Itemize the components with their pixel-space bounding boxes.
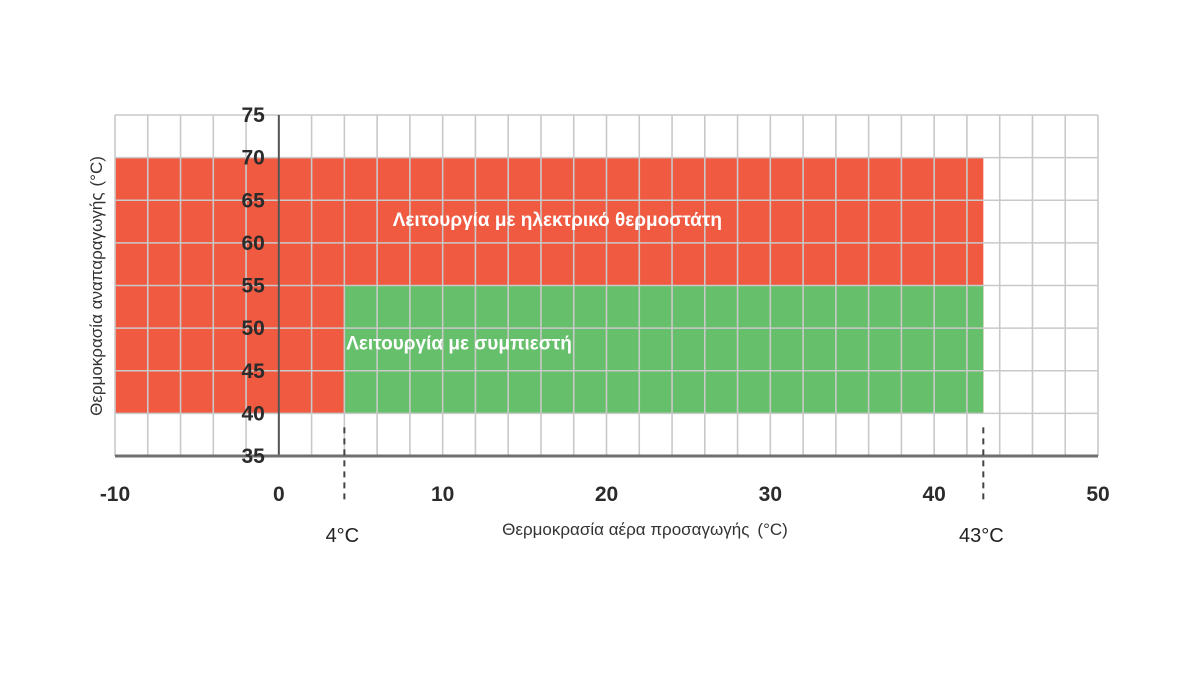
x-axis-title: Θερμοκρασία αέρα προσαγωγής (°C)	[502, 520, 788, 539]
marker-label-1: 43°C	[959, 525, 1004, 547]
y-axis-title: Θερμοκρασία αναπαραγωγής (°C)	[87, 156, 106, 416]
y-tick-label: 55	[241, 275, 265, 298]
x-tick-label: 30	[759, 483, 782, 506]
x-tick-label: -10	[100, 483, 130, 506]
y-tick-label: 60	[241, 232, 264, 255]
region-label-1: Λειτουργία με συμπιεστή	[346, 333, 572, 354]
y-axis-title-text: Θερμοκρασία αναπαραγωγής	[87, 192, 106, 415]
x-tick-label: 40	[922, 483, 945, 506]
y-tick-label: 45	[241, 360, 265, 383]
region-label-0: Λειτουργία με ηλεκτρικό θερμοστάτη	[393, 210, 722, 231]
x-tick-label: 50	[1086, 483, 1109, 506]
y-tick-label: 70	[241, 147, 264, 170]
y-tick-label: 50	[241, 317, 264, 340]
y-axis-title-unit: (°C)	[87, 156, 106, 186]
y-tick-label: 40	[241, 402, 264, 425]
x-axis-title-unit: (°C)	[757, 520, 787, 539]
x-axis-title-text: Θερμοκρασία αέρα προσαγωγής	[502, 520, 749, 539]
x-tick-label: 10	[431, 483, 454, 506]
x-tick-label: 0	[273, 483, 285, 506]
y-tick-label: 65	[241, 189, 265, 212]
axes-layer	[115, 115, 1098, 458]
y-tick-label: 35	[241, 445, 265, 468]
x-tick-label: 20	[595, 483, 618, 506]
marker-label-0: 4°C	[326, 525, 360, 547]
markers-layer	[343, 427, 985, 500]
y-tick-label: 75	[241, 104, 265, 127]
region-area-1	[344, 285, 984, 414]
labels-layer: 75 70 65 60 55 50 45 40 35 -10 0 10 20 30 40 50 Λειτουργ…	[87, 104, 1110, 547]
